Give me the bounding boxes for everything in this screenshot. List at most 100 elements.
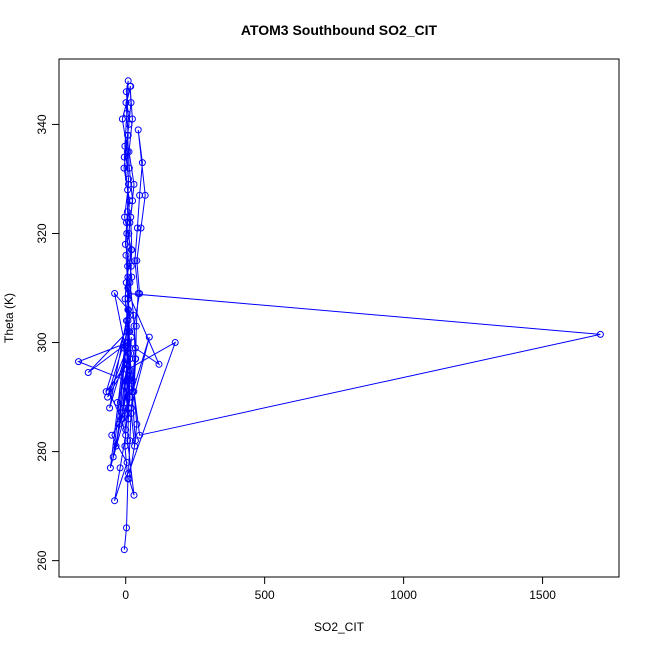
data-point	[123, 524, 130, 532]
data-point	[84, 369, 92, 376]
data-point	[171, 339, 179, 346]
data-point	[137, 224, 145, 232]
series-layer	[75, 77, 604, 554]
data-point	[122, 88, 130, 96]
data-point	[125, 306, 132, 314]
data-point	[126, 393, 134, 401]
data-point	[128, 246, 136, 254]
data-point	[129, 197, 137, 205]
data-point	[123, 382, 131, 390]
data-point	[127, 213, 135, 221]
y-axis-label: Theta (K)	[2, 293, 16, 343]
data-point	[124, 295, 132, 303]
data-point	[133, 224, 141, 232]
data-point	[118, 115, 126, 123]
data-point	[124, 262, 132, 270]
data-point	[125, 404, 132, 412]
data-point	[109, 453, 117, 461]
data-point	[123, 208, 131, 216]
data-point	[136, 431, 144, 439]
data-point	[123, 360, 130, 368]
data-point	[129, 388, 137, 396]
data-point	[108, 431, 116, 439]
x-tick-label: 1000	[390, 588, 417, 602]
data-point	[121, 142, 129, 150]
data-point	[132, 322, 140, 330]
x-axis: 0 500 1000 1500	[122, 576, 556, 602]
x-axis-label: SO2_CIT	[314, 620, 365, 634]
data-point	[155, 360, 163, 368]
data-point	[124, 437, 132, 445]
data-point	[104, 393, 112, 401]
data-point	[136, 290, 144, 297]
x-tick-label: 0	[122, 588, 129, 602]
data-point	[134, 126, 142, 134]
data-point	[120, 404, 128, 412]
data-point	[123, 459, 131, 466]
data-point	[122, 426, 130, 434]
data-point	[121, 442, 129, 450]
data-point	[125, 415, 132, 423]
data-point	[125, 148, 133, 156]
data-point	[120, 153, 128, 161]
data-point	[112, 442, 120, 450]
data-point	[127, 99, 135, 107]
data-point	[125, 230, 133, 237]
data-point	[130, 322, 138, 330]
data-point	[123, 219, 130, 227]
data-point	[118, 415, 125, 423]
data-point	[130, 180, 138, 188]
data-point	[116, 464, 124, 472]
data-point	[125, 290, 132, 297]
data-point	[124, 186, 132, 194]
data-point	[123, 230, 131, 237]
data-point	[123, 110, 131, 117]
data-point	[123, 393, 131, 401]
x-tick-label: 1500	[529, 588, 556, 602]
data-point	[120, 344, 127, 352]
data-point	[124, 131, 132, 139]
data-point	[130, 491, 138, 499]
data-point	[125, 175, 132, 183]
y-tick-label: 280	[35, 441, 49, 461]
data-point	[125, 475, 133, 483]
y-tick-label: 340	[35, 114, 49, 134]
y-tick-label: 260	[35, 550, 49, 570]
data-point	[126, 355, 134, 363]
data-point	[130, 311, 137, 319]
data-point	[127, 404, 135, 412]
data-point	[123, 328, 131, 336]
y-axis: 260 280 300 320 340	[35, 114, 60, 571]
data-point	[123, 339, 131, 346]
data-point	[106, 464, 114, 472]
y-tick-label: 300	[35, 332, 49, 352]
data-point	[127, 333, 135, 341]
data-point	[125, 164, 133, 172]
data-point	[120, 164, 128, 172]
data-point	[127, 262, 135, 270]
data-point	[131, 344, 139, 352]
data-point	[131, 257, 139, 265]
data-point	[124, 273, 132, 281]
data-point	[113, 399, 121, 406]
y-tick-label: 320	[35, 223, 49, 243]
data-point	[124, 317, 132, 325]
data-point	[126, 82, 134, 90]
data-point	[133, 420, 141, 428]
data-point	[122, 99, 130, 107]
data-point	[145, 333, 153, 341]
data-point	[106, 404, 114, 412]
data-point	[120, 546, 128, 554]
data-point	[131, 442, 139, 450]
data-point	[122, 251, 130, 259]
data-point	[127, 409, 135, 417]
data-point	[111, 290, 119, 297]
data-point	[75, 358, 82, 366]
data-point	[131, 437, 139, 445]
data-point	[125, 120, 133, 128]
data-point	[141, 191, 149, 199]
x-tick-label: 500	[255, 588, 275, 602]
data-point	[115, 420, 123, 428]
